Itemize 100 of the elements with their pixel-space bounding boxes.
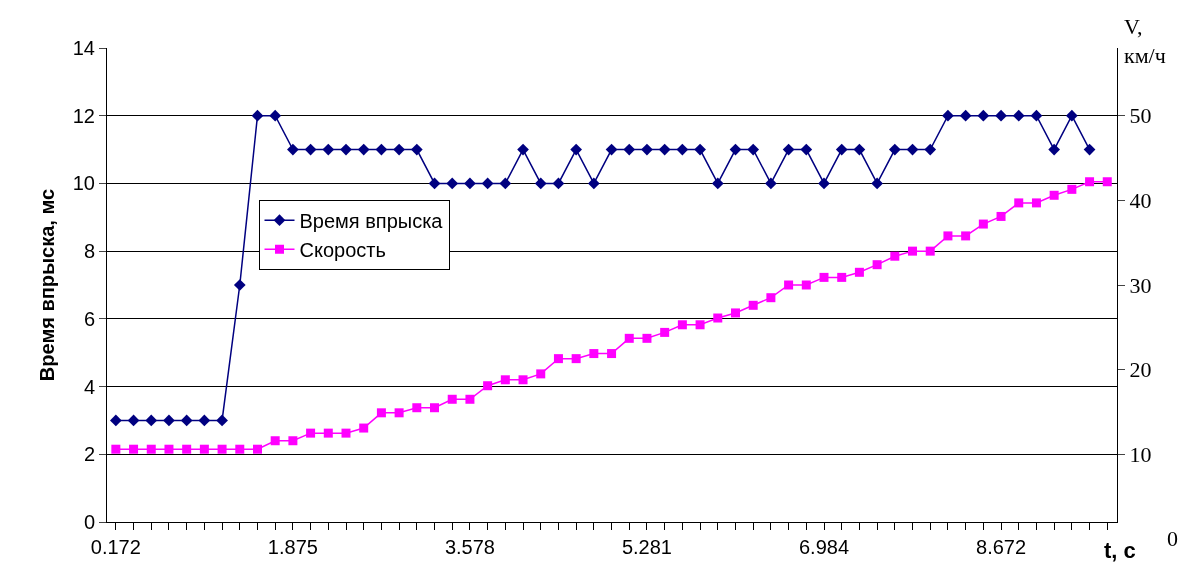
point bbox=[1102, 177, 1112, 187]
point bbox=[854, 267, 864, 277]
point bbox=[588, 177, 600, 190]
point bbox=[589, 349, 599, 359]
point bbox=[571, 354, 581, 364]
point bbox=[465, 394, 475, 404]
y-tick-label: 0 bbox=[83, 511, 95, 533]
point bbox=[943, 231, 953, 241]
point bbox=[145, 414, 158, 427]
point bbox=[552, 177, 565, 190]
point bbox=[111, 444, 121, 454]
point bbox=[428, 177, 441, 190]
point bbox=[730, 308, 740, 318]
point bbox=[233, 279, 246, 291]
point bbox=[446, 177, 459, 190]
point bbox=[677, 320, 687, 330]
point bbox=[198, 414, 211, 427]
point bbox=[1030, 109, 1043, 122]
y2-tick-label: 40 bbox=[1129, 188, 1152, 214]
point bbox=[393, 143, 405, 156]
point bbox=[1067, 184, 1077, 194]
point bbox=[270, 436, 280, 446]
point bbox=[607, 349, 617, 359]
point bbox=[782, 143, 795, 156]
y-tick-label: 14 bbox=[72, 37, 95, 59]
point bbox=[890, 251, 900, 261]
point bbox=[306, 428, 316, 438]
point bbox=[164, 444, 174, 454]
point bbox=[146, 444, 156, 454]
point bbox=[252, 444, 262, 454]
point bbox=[977, 109, 990, 122]
point bbox=[163, 414, 175, 427]
point bbox=[908, 246, 918, 256]
text: 0 bbox=[1167, 526, 1178, 551]
point bbox=[660, 327, 670, 337]
point bbox=[570, 143, 582, 156]
point bbox=[925, 246, 935, 256]
point bbox=[765, 177, 777, 190]
point bbox=[818, 177, 830, 190]
point bbox=[641, 143, 653, 156]
point bbox=[357, 143, 370, 156]
point bbox=[481, 177, 494, 190]
point bbox=[959, 109, 972, 122]
point bbox=[819, 272, 829, 282]
y2-tick-label: 50 bbox=[1129, 103, 1152, 129]
point bbox=[288, 436, 298, 446]
point bbox=[800, 143, 813, 156]
point bbox=[322, 143, 335, 156]
point bbox=[251, 109, 264, 122]
point bbox=[906, 143, 919, 156]
point bbox=[375, 143, 388, 156]
point bbox=[447, 394, 457, 404]
y-tick-label: 4 bbox=[83, 375, 95, 398]
point bbox=[1012, 109, 1025, 122]
point bbox=[217, 444, 227, 454]
point bbox=[784, 280, 794, 290]
point bbox=[747, 143, 760, 156]
point bbox=[835, 143, 848, 156]
y-tick-label: 6 bbox=[83, 307, 95, 330]
point bbox=[534, 177, 547, 190]
point bbox=[872, 260, 882, 270]
point bbox=[235, 444, 245, 454]
y-tick-label: 12 bbox=[72, 104, 95, 127]
point bbox=[341, 428, 351, 438]
point bbox=[658, 143, 671, 156]
point bbox=[961, 231, 971, 241]
point bbox=[853, 143, 866, 156]
point bbox=[996, 211, 1006, 221]
point bbox=[1083, 143, 1096, 156]
point bbox=[695, 320, 705, 330]
point bbox=[376, 408, 386, 418]
point bbox=[605, 143, 618, 156]
y2-axis-title: V, км/ч bbox=[1124, 14, 1166, 68]
point bbox=[287, 143, 299, 156]
y-tick-label: 8 bbox=[83, 240, 95, 263]
point bbox=[536, 369, 546, 379]
point bbox=[1049, 190, 1059, 200]
point bbox=[464, 177, 476, 190]
point bbox=[483, 381, 493, 391]
y2-tick-label: 10 bbox=[1129, 441, 1152, 467]
point bbox=[410, 143, 423, 156]
point bbox=[359, 423, 369, 433]
x-tick-label: 5.281 bbox=[621, 536, 672, 558]
point bbox=[412, 403, 422, 413]
x-tick-label: 3.578 bbox=[444, 536, 495, 558]
y-axis-title: Время впрыска, мс bbox=[36, 188, 59, 382]
point bbox=[1066, 109, 1078, 122]
x-tick-label: 0.172 bbox=[90, 536, 141, 558]
legend-label: Скорость bbox=[299, 238, 386, 261]
point bbox=[394, 408, 404, 418]
point bbox=[517, 143, 529, 156]
point bbox=[182, 444, 192, 454]
point bbox=[199, 444, 209, 454]
point bbox=[623, 143, 636, 156]
point bbox=[180, 414, 193, 427]
point bbox=[430, 403, 440, 413]
point bbox=[304, 143, 317, 156]
point bbox=[801, 280, 811, 290]
point bbox=[995, 109, 1007, 122]
y-tick-label: 10 bbox=[72, 172, 95, 195]
